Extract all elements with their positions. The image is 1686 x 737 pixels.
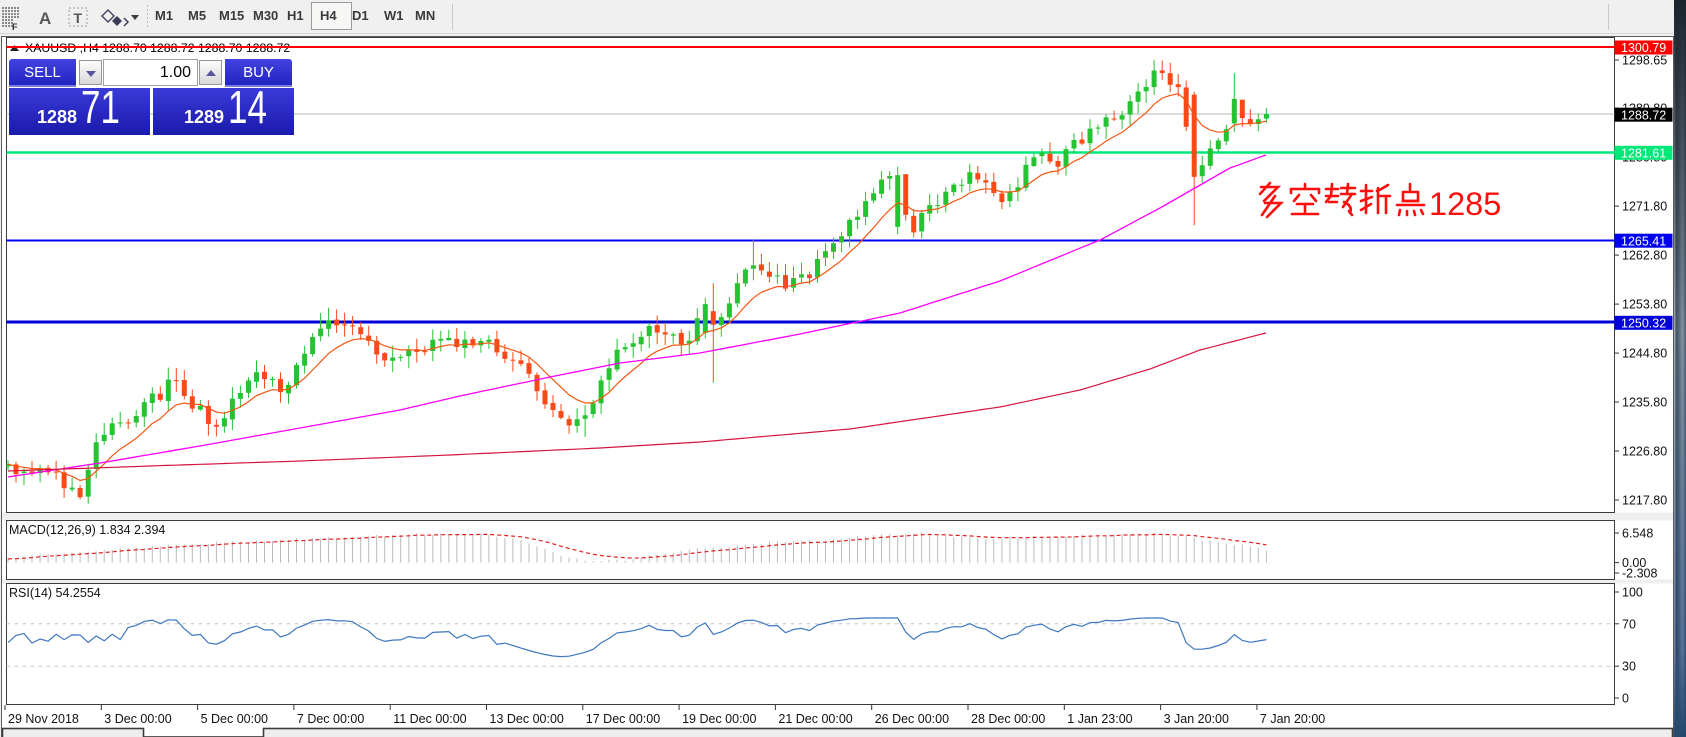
svg-text:1235.80: 1235.80	[1622, 396, 1667, 410]
svg-text:1288.72: 1288.72	[1621, 108, 1666, 122]
svg-text:1285: 1285	[1429, 186, 1501, 222]
svg-text:21 Dec 00:00: 21 Dec 00:00	[778, 712, 852, 726]
svg-text:28 Dec 00:00: 28 Dec 00:00	[971, 712, 1045, 726]
svg-text:6.548: 6.548	[1622, 527, 1653, 541]
svg-text:70: 70	[1622, 617, 1636, 631]
svg-text:RSI(14) 54.2554: RSI(14) 54.2554	[9, 586, 101, 600]
svg-text:1300.79: 1300.79	[1621, 41, 1666, 55]
svg-text:19 Dec 00:00: 19 Dec 00:00	[682, 712, 756, 726]
svg-text:1298.65: 1298.65	[1622, 54, 1667, 68]
svg-text:T: T	[74, 10, 83, 26]
svg-text:F: F	[12, 22, 18, 32]
svg-text:1226.80: 1226.80	[1622, 445, 1667, 459]
svg-text:17 Dec 00:00: 17 Dec 00:00	[586, 712, 660, 726]
svg-text:13 Dec 00:00: 13 Dec 00:00	[490, 712, 564, 726]
svg-text:5 Dec 00:00: 5 Dec 00:00	[201, 712, 268, 726]
svg-text:A: A	[39, 9, 51, 28]
svg-text:1217.80: 1217.80	[1622, 494, 1667, 508]
svg-text:0: 0	[1622, 692, 1629, 706]
svg-text:100: 100	[1622, 586, 1643, 600]
svg-text:3 Jan 20:00: 3 Jan 20:00	[1164, 712, 1229, 726]
svg-text:1 Jan 23:00: 1 Jan 23:00	[1067, 712, 1132, 726]
svg-text:1250.32: 1250.32	[1621, 317, 1666, 331]
svg-text:11 Dec 00:00: 11 Dec 00:00	[393, 712, 466, 726]
svg-text:29 Nov 2018: 29 Nov 2018	[8, 712, 79, 726]
svg-text:1244.80: 1244.80	[1622, 347, 1667, 361]
svg-text:30: 30	[1622, 660, 1636, 674]
svg-text:3 Dec 00:00: 3 Dec 00:00	[104, 712, 171, 726]
svg-text:1253.80: 1253.80	[1622, 298, 1667, 312]
svg-text:-2.308: -2.308	[1622, 567, 1657, 581]
svg-text:1281.61: 1281.61	[1621, 147, 1666, 161]
svg-text:7 Jan 20:00: 7 Jan 20:00	[1260, 712, 1325, 726]
svg-text:1262.80: 1262.80	[1622, 249, 1667, 263]
svg-text:1265.41: 1265.41	[1621, 234, 1666, 248]
svg-text:MACD(12,26,9) 1.834 2.394: MACD(12,26,9) 1.834 2.394	[9, 523, 165, 537]
svg-text:7 Dec 00:00: 7 Dec 00:00	[297, 712, 364, 726]
svg-text:0.00: 0.00	[1622, 556, 1646, 570]
svg-text:26 Dec 00:00: 26 Dec 00:00	[875, 712, 949, 726]
svg-text:1271.80: 1271.80	[1622, 200, 1667, 214]
